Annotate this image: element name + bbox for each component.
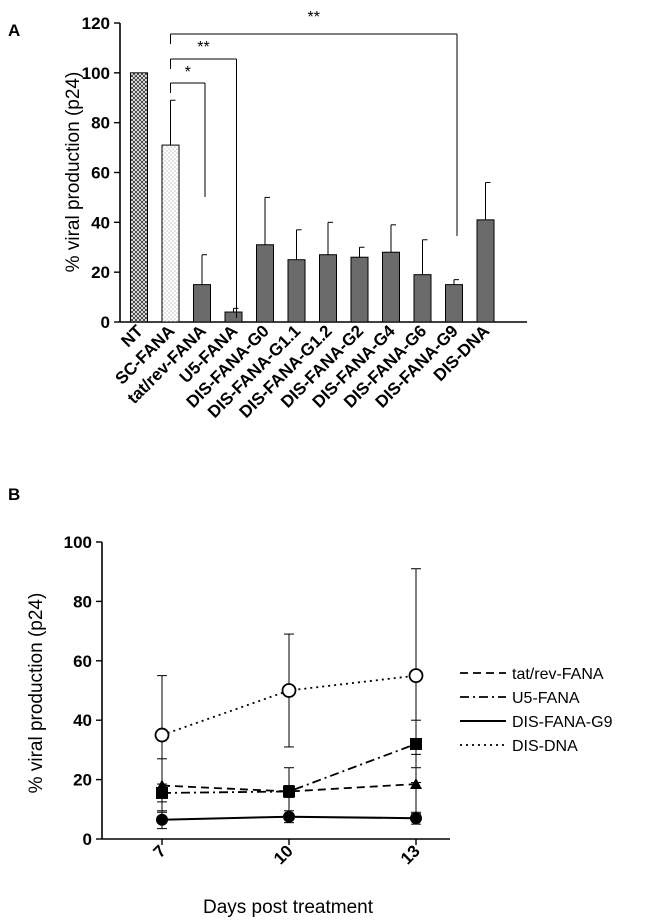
y-tick-label: 20 xyxy=(91,263,110,282)
bar xyxy=(350,256,369,323)
legend-label: DIS-DNA xyxy=(512,738,578,755)
panel-a-label: A xyxy=(8,21,20,40)
bar xyxy=(256,244,274,323)
bar xyxy=(476,219,495,323)
panel-b-x-axis-title: Days post treatment xyxy=(203,897,374,918)
panel-b-markers xyxy=(154,668,424,826)
series-line xyxy=(161,783,417,793)
y-tick-label: 20 xyxy=(73,771,92,790)
y-tick-label: 60 xyxy=(73,652,92,671)
y-tick-label: 100 xyxy=(64,533,92,552)
x-tick-label: 7 xyxy=(150,841,170,861)
y-tick-label: 80 xyxy=(91,114,110,133)
panel-a-category-labels: NTSC-FANAtat/rev-FANAU5-FANADIS-FANA-G0D… xyxy=(111,321,493,422)
bar xyxy=(193,284,211,323)
bar xyxy=(224,311,243,323)
square-marker xyxy=(156,786,168,799)
bar xyxy=(287,259,306,323)
sig-label: * xyxy=(185,64,191,81)
panel-b-label: B xyxy=(8,485,20,504)
bar xyxy=(445,284,463,323)
panel-a-y-ticks: 0 20 40 60 80 100 120 xyxy=(82,14,120,332)
open-circle-marker xyxy=(281,683,297,698)
panel-a-y-axis-title: % viral production (p24) xyxy=(63,72,84,273)
x-tick-label: 10 xyxy=(270,841,297,868)
panel-b-chart: B % viral production (p24) Days post tre… xyxy=(8,485,613,918)
sig-label: ** xyxy=(308,9,320,26)
y-tick-label: 80 xyxy=(73,592,92,611)
filled-circle-marker xyxy=(410,812,422,825)
sig-label: ** xyxy=(197,39,209,56)
filled-circle-marker xyxy=(156,813,168,826)
square-marker xyxy=(283,785,295,798)
bar xyxy=(161,144,180,323)
y-tick-label: 0 xyxy=(101,313,110,332)
x-tick-label: 13 xyxy=(397,841,424,868)
filled-circle-marker xyxy=(283,810,295,823)
y-tick-label: 40 xyxy=(91,213,110,232)
open-circle-marker xyxy=(408,668,424,684)
y-tick-label: 60 xyxy=(91,164,110,183)
legend-label: U5-FANA xyxy=(512,690,580,707)
panel-b-axes xyxy=(101,542,450,840)
panel-a-bars xyxy=(130,72,495,323)
bar xyxy=(382,251,400,323)
y-tick-label: 0 xyxy=(83,830,92,849)
triangle-marker xyxy=(410,778,422,790)
panel-a-significance: ***** xyxy=(170,9,458,318)
bar xyxy=(413,274,432,323)
y-tick-label: 100 xyxy=(82,64,110,83)
legend-label: tat/rev-FANA xyxy=(512,666,604,683)
y-tick-label: 120 xyxy=(82,14,110,33)
bar xyxy=(319,254,337,323)
open-circle-marker xyxy=(154,727,170,743)
panel-b-y-axis-title: % viral production (p24) xyxy=(26,593,47,794)
square-marker xyxy=(410,737,422,750)
legend-label: DIS-FANA-G9 xyxy=(512,714,613,731)
y-tick-label: 40 xyxy=(73,711,92,730)
panel-a-error-bars xyxy=(170,99,491,313)
bar xyxy=(130,72,148,323)
panel-b-legend: tat/rev-FANA U5-FANA DIS-FANA-G9 DIS-DNA xyxy=(460,666,613,755)
panel-a-chart: A % viral production (p24) 0 20 40 60 80 100 1… xyxy=(8,9,527,422)
